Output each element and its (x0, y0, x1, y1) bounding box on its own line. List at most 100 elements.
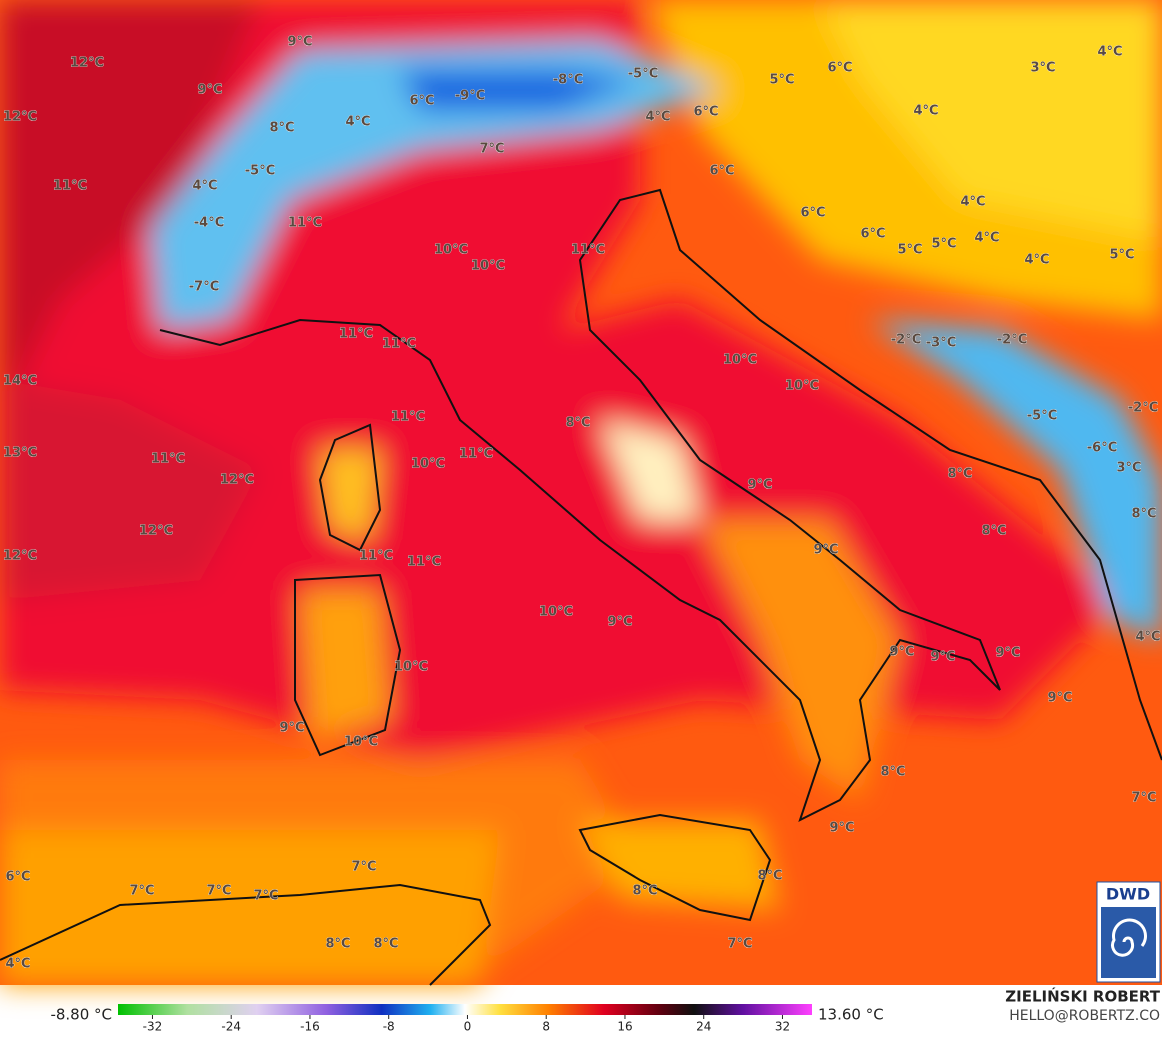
temperature-label: 4°C (960, 195, 985, 210)
map-labels: 9°C 12°C 9°C 12°C 8°C 6°C -9°C -8°C -5°C 5°C 6°C 4°… (3, 34, 1161, 972)
temperature-label: -4°C (194, 216, 224, 231)
temperature-label: 7°C (206, 884, 231, 899)
temperature-label: 12°C (139, 524, 173, 539)
temperature-field (0, 0, 1162, 986)
temperature-label: 14°C (3, 374, 37, 389)
temperature-label: 8°C (1131, 507, 1156, 522)
temperature-label: 8°C (269, 121, 294, 136)
temperature-label: 6°C (693, 105, 718, 120)
temperature-label: -5°C (628, 67, 658, 82)
temperature-label: 6°C (827, 61, 852, 76)
contact: HELLO@ROBERTZ.CO (1009, 1008, 1160, 1024)
temperature-label: 4°C (192, 179, 217, 194)
colorbar-tick-label: -16 (300, 1020, 320, 1034)
temperature-label: -2°C (891, 333, 921, 348)
temperature-label: 4°C (1097, 45, 1122, 60)
temperature-label: 10°C (785, 379, 819, 394)
temperature-label: 9°C (1047, 691, 1072, 706)
temperature-label: 7°C (479, 142, 504, 157)
temperature-label: 6°C (709, 164, 734, 179)
temperature-label: 7°C (1131, 791, 1156, 806)
temperature-label: -8°C (553, 73, 583, 88)
colorbar (118, 1004, 812, 1015)
temperature-label: 9°C (829, 821, 854, 836)
colorbar-tick-label: -8 (383, 1020, 395, 1034)
temperature-label: 10°C (394, 660, 428, 675)
temperature-label: 7°C (253, 889, 278, 904)
colorbar-tick-label: 32 (775, 1020, 790, 1034)
temperature-label: 10°C (411, 457, 445, 472)
dwd-logo-swirl (1111, 918, 1147, 957)
temperature-label: -7°C (189, 280, 219, 295)
temperature-label: 6°C (860, 227, 885, 242)
temperature-label: 11°C (459, 447, 493, 462)
temperature-label: 11°C (53, 179, 87, 194)
temperature-label: -9°C (455, 89, 485, 104)
temperature-label: 4°C (5, 957, 30, 972)
temperature-label: 9°C (287, 35, 312, 50)
temperature-label: 8°C (565, 416, 590, 431)
temperature-label: 12°C (70, 56, 104, 71)
temperature-label: 7°C (727, 937, 752, 952)
temperature-label: 11°C (391, 410, 425, 425)
temperature-label: 5°C (897, 243, 922, 258)
temperature-label: 11°C (288, 216, 322, 231)
colorbar-tick-label: 0 (464, 1020, 472, 1034)
temperature-label: -5°C (1027, 409, 1057, 424)
colorbar-tick-label: 8 (542, 1020, 550, 1034)
temperature-label: 10°C (723, 353, 757, 368)
author: ZIELIŃSKI ROBERT (1005, 987, 1160, 1006)
temperature-label: 5°C (931, 237, 956, 252)
temperature-label: 6°C (5, 870, 30, 885)
temperature-label: 9°C (995, 646, 1020, 661)
temperature-label: 4°C (1135, 630, 1160, 645)
temperature-label: 12°C (3, 549, 37, 564)
dwd-logo-text: DWD (1106, 885, 1150, 904)
temperature-label: -3°C (926, 336, 956, 351)
temperature-label: 10°C (471, 259, 505, 274)
temperature-label: 11°C (151, 452, 185, 467)
temperature-label: 4°C (974, 231, 999, 246)
temperature-label: 8°C (325, 937, 350, 952)
temperature-label: 3°C (1116, 461, 1141, 476)
temperature-label: 9°C (279, 721, 304, 736)
temperature-label: 10°C (344, 735, 378, 750)
temperature-label: 3°C (1030, 61, 1055, 76)
colorbar-tick-label: 16 (617, 1020, 632, 1034)
temperature-label: 4°C (645, 110, 670, 125)
temperature-label: 11°C (382, 337, 416, 352)
temperature-label: 12°C (3, 110, 37, 125)
temperature-label: -2°C (997, 333, 1027, 348)
temperature-label: 13°C (3, 446, 37, 461)
temperature-label: 8°C (880, 765, 905, 780)
temperature-label: 9°C (889, 645, 914, 660)
temperature-label: 9°C (930, 650, 955, 665)
temperature-label: 7°C (351, 860, 376, 875)
temperature-label: 9°C (607, 615, 632, 630)
temperature-label: -2°C (1128, 401, 1158, 416)
temperature-label: 7°C (129, 884, 154, 899)
temperature-label: 4°C (1024, 253, 1049, 268)
temperature-label: 4°C (913, 104, 938, 119)
temperature-label: 9°C (197, 83, 222, 98)
temperature-label: 9°C (813, 543, 838, 558)
colorbar-min: -8.80 °C (50, 1006, 112, 1024)
colorbar-tick-label: 24 (696, 1020, 711, 1034)
temperature-label: 4°C (345, 115, 370, 130)
temperature-label: 12°C (220, 473, 254, 488)
temperature-label: 9°C (747, 478, 772, 493)
colorbar-max: 13.60 °C (818, 1006, 884, 1024)
temperature-label: 8°C (373, 937, 398, 952)
temperature-label: 8°C (981, 524, 1006, 539)
dwd-logo-box (1101, 907, 1156, 978)
temperature-label: -5°C (245, 164, 275, 179)
temperature-label: 6°C (409, 94, 434, 109)
temperature-label: 8°C (947, 467, 972, 482)
temperature-label: 6°C (800, 206, 825, 221)
colorbar-tick-label: -32 (143, 1020, 163, 1034)
temperature-label: 5°C (1109, 248, 1134, 263)
temperature-label: -6°C (1087, 441, 1117, 456)
temperature-label: 11°C (571, 243, 605, 258)
